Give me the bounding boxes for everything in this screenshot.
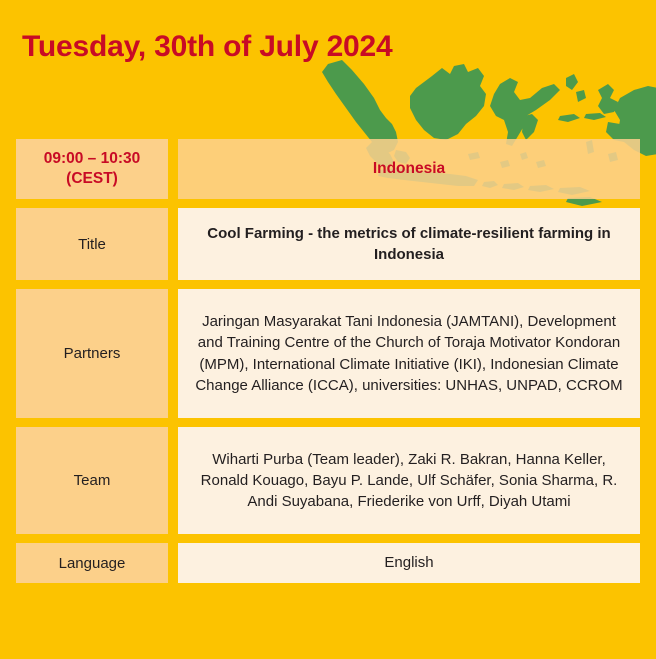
table-row-partners: Partners Jaringan Masyarakat Tani Indone… — [16, 289, 640, 418]
time-slot-label: 09:00 – 10:30 (CEST) — [16, 139, 168, 199]
team-list: Wiharti Purba (Team leader), Zaki R. Bak… — [178, 427, 640, 534]
partners-row-label: Partners — [16, 289, 168, 418]
team-row-label: Team — [16, 427, 168, 534]
title-row-label: Title — [16, 208, 168, 280]
schedule-table: 09:00 – 10:30 (CEST) Indonesia Title Coo… — [16, 139, 640, 583]
country-name: Indonesia — [178, 139, 640, 199]
table-row-team: Team Wiharti Purba (Team leader), Zaki R… — [16, 427, 640, 534]
language-value: English — [178, 543, 640, 583]
time-slot-range: 09:00 – 10:30 — [43, 149, 141, 167]
session-title: Cool Farming - the metrics of climate-re… — [178, 208, 640, 280]
table-row-language: Language English — [16, 543, 640, 583]
language-row-label: Language — [16, 543, 168, 583]
partners-list: Jaringan Masyarakat Tani Indonesia (JAMT… — [178, 289, 640, 418]
table-row-time-slot: 09:00 – 10:30 (CEST) Indonesia — [16, 139, 640, 199]
time-slot-timezone: (CEST) — [66, 170, 118, 187]
page-title: Tuesday, 30th of July 2024 — [22, 30, 393, 63]
table-row-title: Title Cool Farming - the metrics of clim… — [16, 208, 640, 280]
